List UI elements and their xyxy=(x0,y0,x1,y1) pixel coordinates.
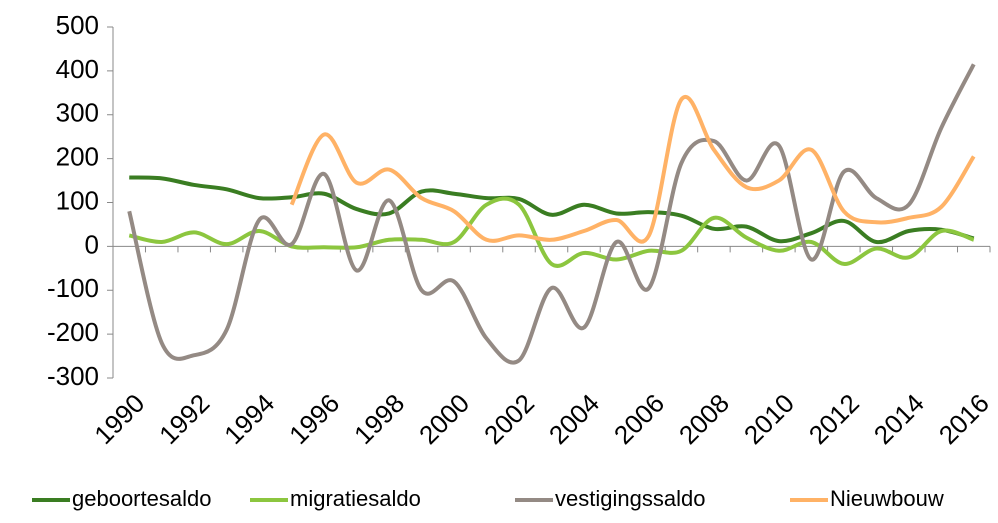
x-tick-label: 2008 xyxy=(673,388,735,450)
legend-label: vestigingssaldo xyxy=(555,486,705,511)
y-tick-label: 100 xyxy=(56,185,99,215)
line-series xyxy=(128,196,975,268)
legend-label: migratiesaldo xyxy=(290,486,421,511)
x-tick-label: 2010 xyxy=(738,388,800,450)
y-tick-label: -300 xyxy=(47,361,99,391)
legend-label: Nieuwbouw xyxy=(830,486,944,511)
x-tick-label: 2002 xyxy=(478,388,540,450)
x-tick-label: 1990 xyxy=(88,388,150,450)
y-tick-label: 300 xyxy=(56,98,99,128)
x-tick-label: 2004 xyxy=(543,388,605,450)
y-tick-label: -100 xyxy=(47,273,99,303)
y-tick-label: 400 xyxy=(56,54,99,84)
x-tick-label: 1992 xyxy=(153,388,215,450)
y-tick-label: -200 xyxy=(47,317,99,347)
y-tick-label: 200 xyxy=(56,142,99,172)
x-tick-label: 2006 xyxy=(608,388,670,450)
x-tick-label: 1998 xyxy=(348,388,410,450)
x-tick-label: 1996 xyxy=(283,388,345,450)
y-tick-label: 0 xyxy=(85,229,99,259)
y-tick-label: 500 xyxy=(56,10,99,40)
line-series xyxy=(127,63,976,365)
x-tick-label: 2016 xyxy=(933,388,995,450)
x-tick-label: 2012 xyxy=(803,388,865,450)
legend-label: geboortesaldo xyxy=(72,486,211,511)
x-tick-label: 2000 xyxy=(413,388,475,450)
x-tick-label: 1994 xyxy=(218,388,280,450)
line-series xyxy=(289,94,976,244)
x-tick-label: 2014 xyxy=(868,388,930,450)
line-series xyxy=(129,175,975,245)
